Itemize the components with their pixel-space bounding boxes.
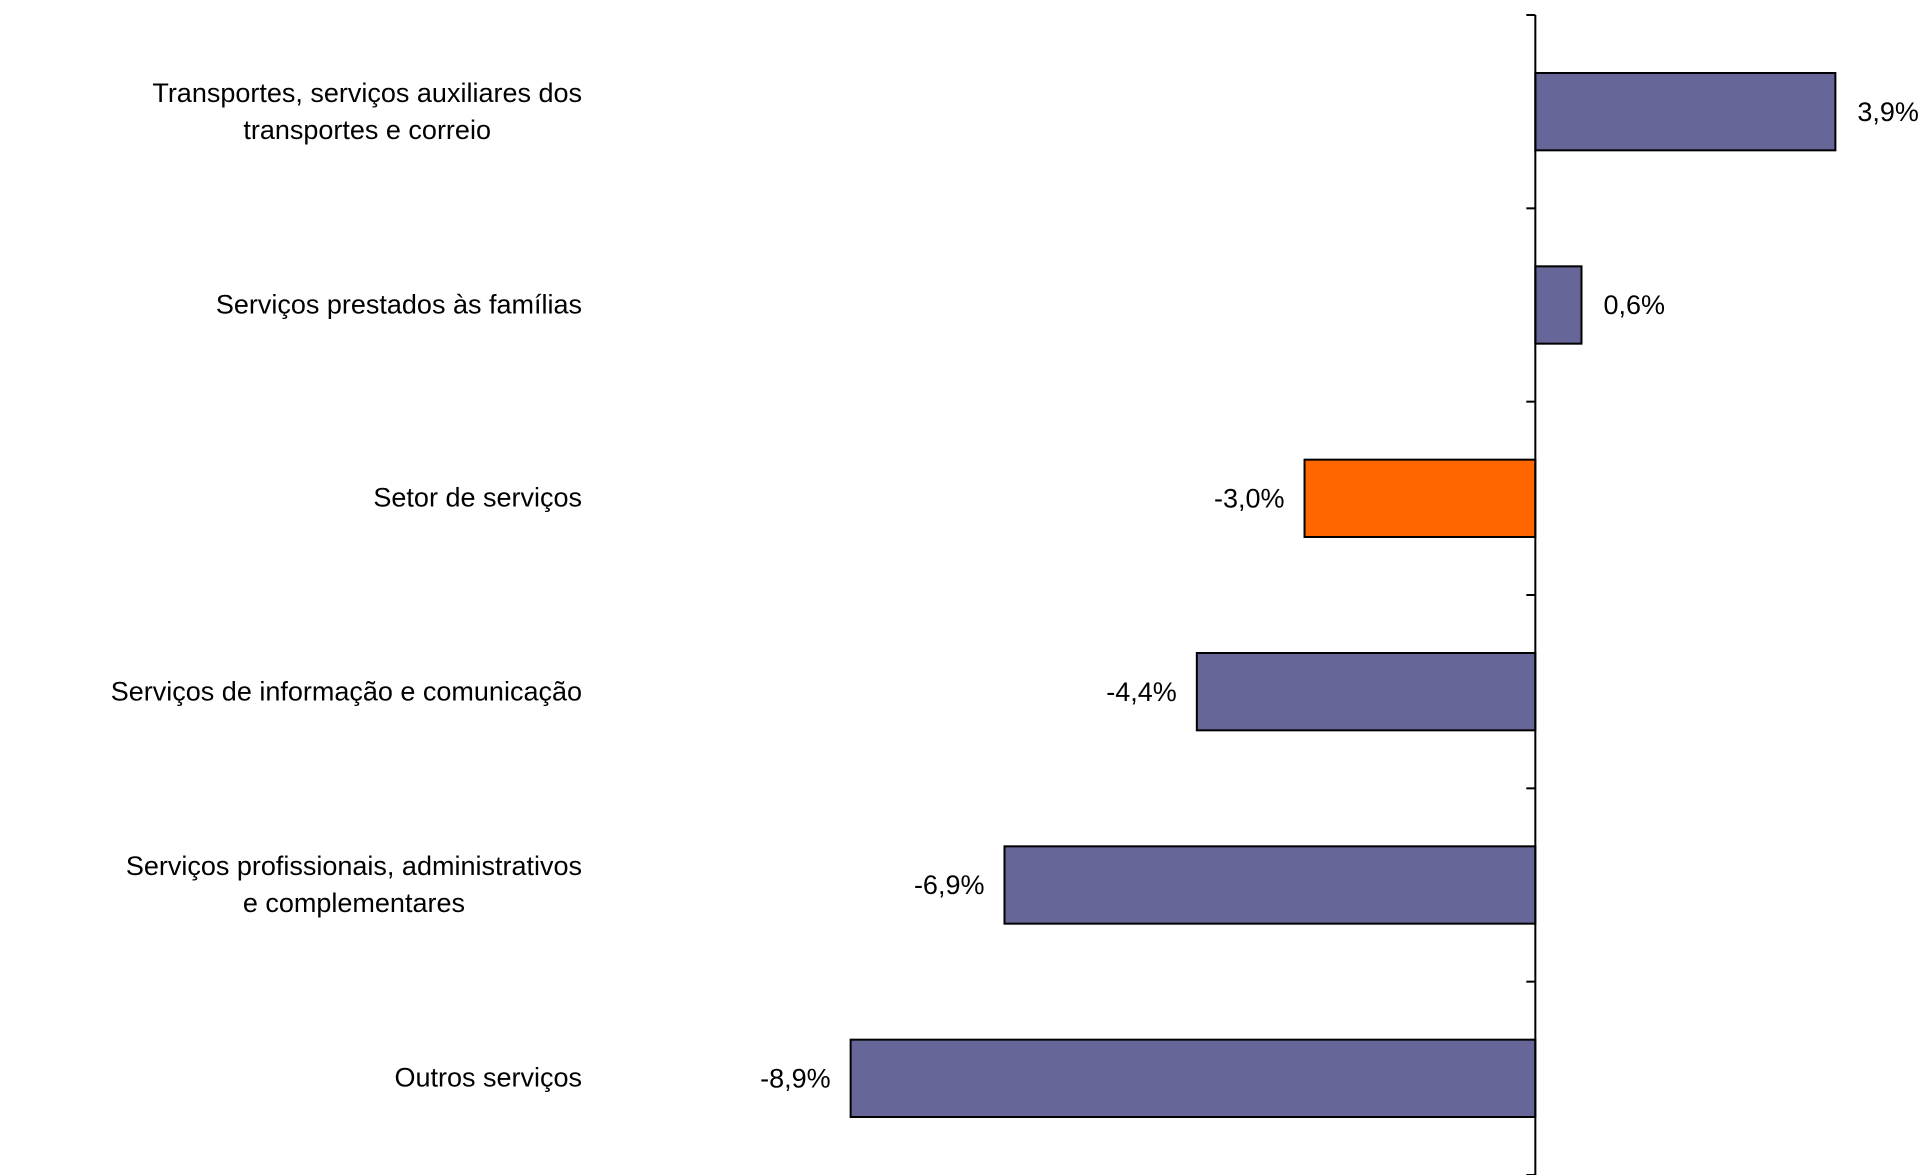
bar [1195, 652, 1537, 732]
category-label: Outros serviços [394, 1062, 582, 1093]
category-label: Serviços prestados às famílias [215, 289, 582, 320]
value-label: -4,4% [1106, 677, 1177, 707]
bar [849, 1038, 1537, 1118]
category-label: Transportes, serviços auxiliares dos tra… [152, 77, 582, 145]
bar [1303, 458, 1537, 538]
category-label: Serviços de informação e comunicação [110, 676, 582, 707]
value-label: 0,6% [1603, 290, 1665, 320]
value-label: 3,9% [1857, 97, 1919, 127]
bar [1534, 265, 1583, 345]
value-label: -3,0% [1214, 483, 1285, 513]
bar [1003, 845, 1537, 925]
category-label: Serviços profissionais, administrativos … [125, 851, 582, 918]
category-label: Setor de serviços [373, 482, 582, 513]
value-label: -8,9% [760, 1063, 831, 1093]
bar [1534, 72, 1837, 152]
value-label: -6,9% [914, 870, 985, 900]
